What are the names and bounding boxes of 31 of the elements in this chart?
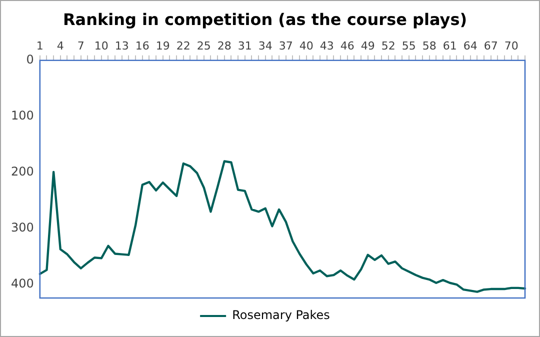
x-tick-label: 58	[422, 40, 436, 53]
y-tick-label: 0	[26, 52, 34, 67]
x-tick-label: 46	[340, 40, 354, 53]
x-tick-label: 52	[381, 40, 396, 53]
x-tick-label: 55	[402, 40, 416, 53]
x-tick-label: 25	[196, 40, 211, 53]
y-tick-label: 200	[11, 164, 34, 179]
x-tick-label: 7	[77, 40, 84, 53]
y-tick-label: 400	[11, 276, 34, 291]
x-tick-label: 64	[463, 40, 478, 53]
chart-title: Ranking in competition (as the course plays)	[62, 10, 468, 29]
x-tick-label: 70	[504, 40, 518, 53]
x-tick-label: 22	[176, 40, 190, 53]
x-tick-label: 4	[56, 40, 64, 53]
x-tick-label: 13	[114, 40, 129, 53]
y-tick-label: 300	[11, 220, 34, 235]
y-tick-label: 100	[11, 108, 34, 123]
x-tick-label: 67	[484, 40, 498, 53]
x-tick-label: 49	[360, 40, 375, 53]
x-tick-label: 16	[135, 40, 150, 53]
x-tick-label: 34	[258, 40, 272, 53]
x-tick-label: 1	[36, 40, 44, 53]
x-tick-label: 37	[278, 40, 293, 53]
x-tick-label: 10	[94, 40, 108, 53]
x-tick-label: 31	[238, 40, 252, 53]
x-tick-label: 61	[442, 40, 457, 53]
x-tick-label: 40	[299, 40, 314, 53]
x-tick-label: 28	[217, 40, 232, 53]
legend-label: Rosemary Pakes	[232, 308, 330, 322]
x-tick-label: 43	[320, 40, 334, 53]
x-tick-label: 19	[156, 40, 170, 53]
